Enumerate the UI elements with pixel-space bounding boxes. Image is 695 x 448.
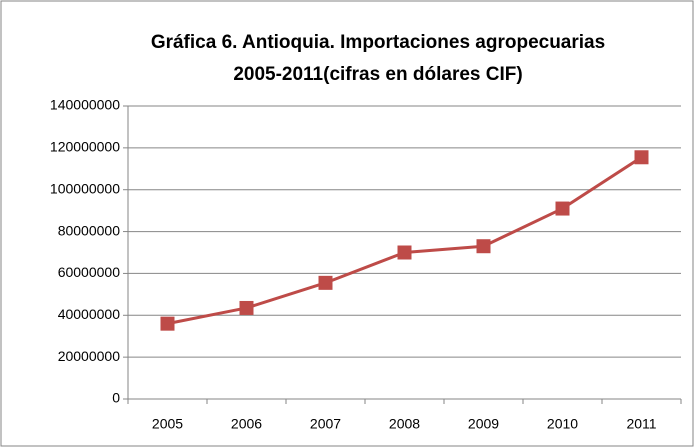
data-marker: [476, 239, 491, 254]
x-tick-label: 2005: [152, 416, 183, 432]
x-tick-label: 2010: [547, 416, 578, 432]
x-tick-label: 2008: [389, 416, 420, 432]
chart-title: Gráfica 6. Antioquia. Importaciones agro…: [151, 32, 605, 53]
data-marker: [160, 316, 175, 331]
y-tick-label: 40000000: [58, 306, 121, 322]
y-tick-label: 0: [112, 390, 120, 406]
y-tick-label: 20000000: [58, 348, 121, 364]
y-tick-label: 140000000: [50, 97, 120, 113]
data-marker: [318, 275, 333, 290]
x-tick-label: 2007: [310, 416, 341, 432]
y-tick-label: 120000000: [50, 139, 120, 155]
x-tick-label: 2011: [626, 416, 656, 432]
chart-title: 2005-2011(cifras en dólares CIF): [233, 64, 522, 85]
y-tick-label: 80000000: [58, 222, 121, 238]
data-marker: [555, 201, 570, 216]
x-tick-label: 2009: [468, 416, 499, 432]
data-marker: [397, 245, 412, 260]
x-tick-label: 2006: [231, 416, 262, 432]
data-marker: [239, 300, 254, 315]
y-tick-label: 100000000: [50, 180, 120, 196]
data-marker: [634, 150, 649, 165]
y-tick-label: 60000000: [58, 264, 121, 280]
